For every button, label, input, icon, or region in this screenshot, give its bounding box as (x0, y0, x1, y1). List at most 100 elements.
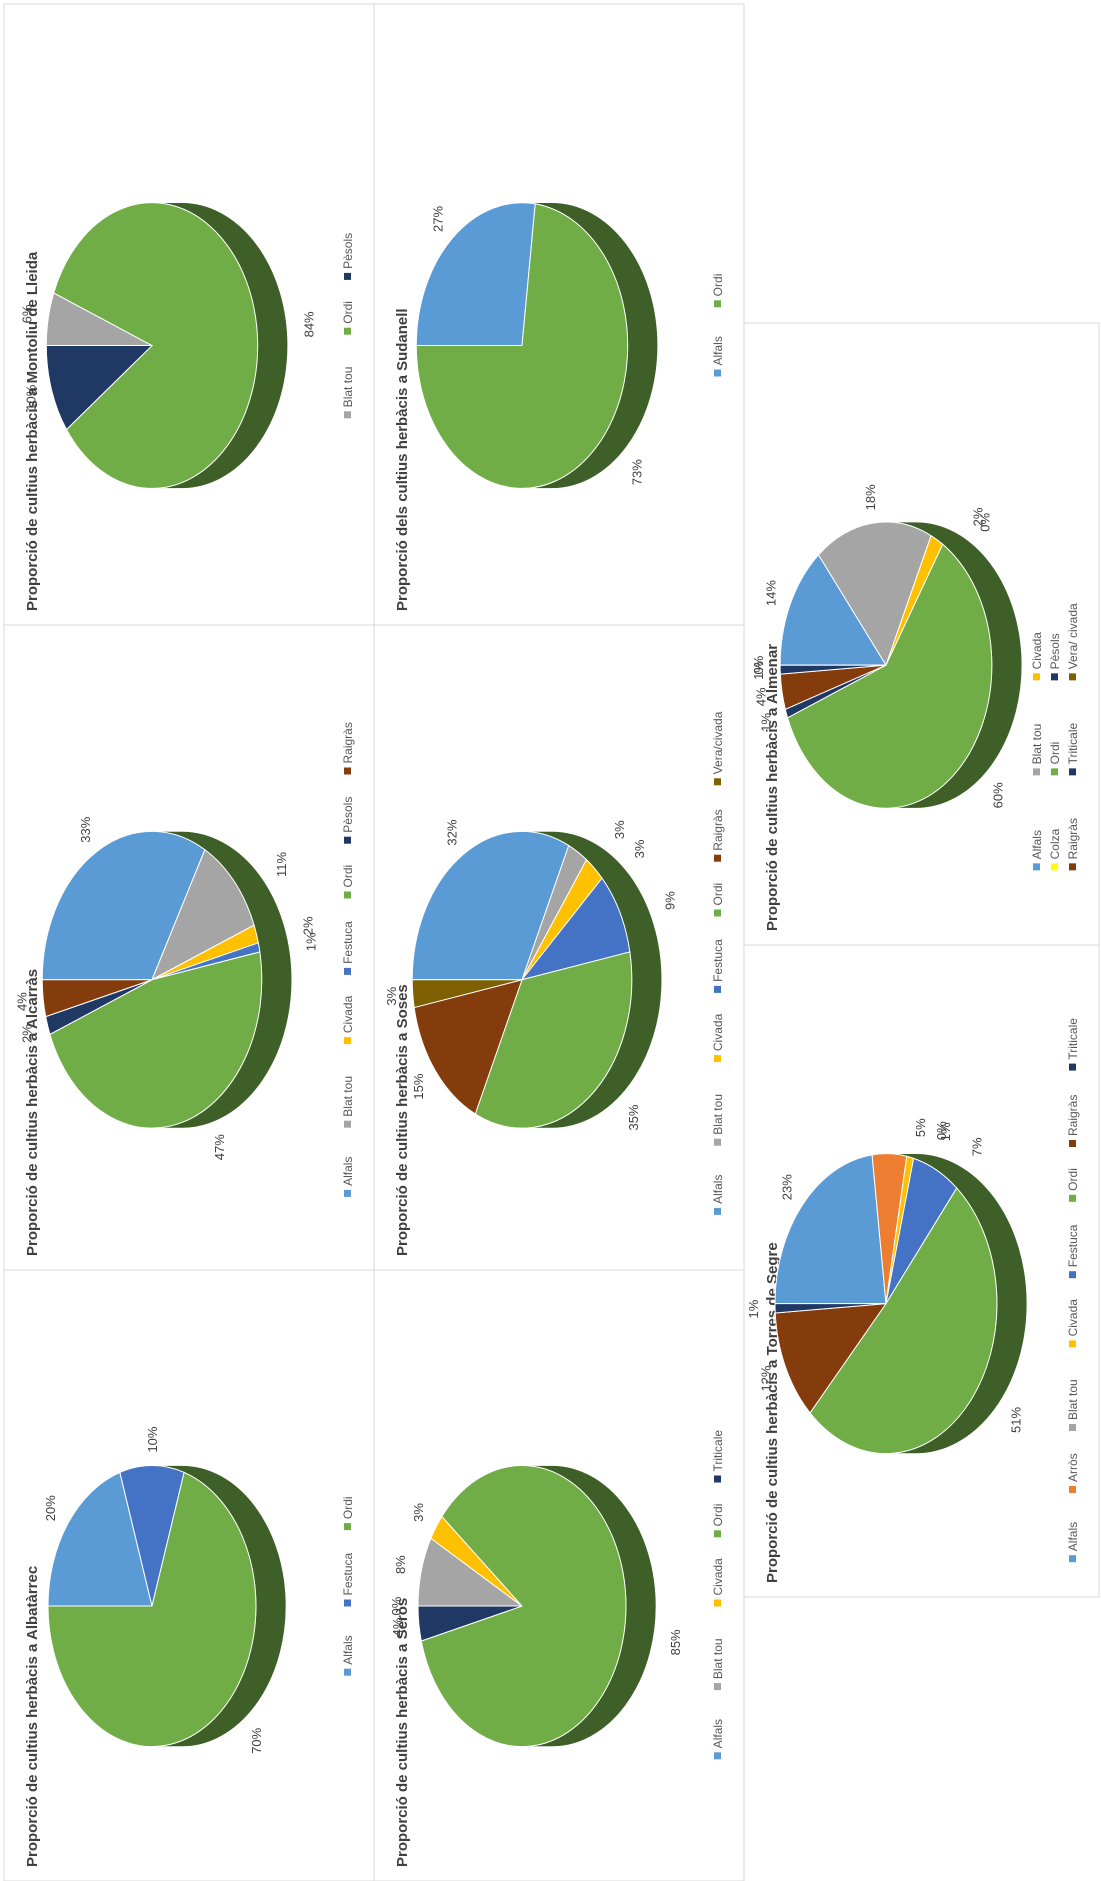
pie-data-label-alfals: 14% (763, 580, 778, 606)
pie-data-label-alfals: 33% (78, 816, 93, 842)
pie-data-label-civada: 2% (971, 507, 986, 526)
legend-label-alfals: Alfals (711, 1719, 725, 1748)
legend-label-triticale: Triticale (1066, 1018, 1080, 1060)
pie-slice-alfals (774, 1154, 887, 1305)
chart-legend: Alfals Arròs Blat tou Civada Festuca Ordi Raig… (1066, 1018, 1080, 1563)
pie-slice-alfals (41, 830, 206, 981)
legend-label-ordi: Ordi (711, 1504, 725, 1527)
legend-swatch-pesols (344, 836, 351, 844)
pie-data-label-ordi: 84% (302, 311, 317, 337)
legend-label-vera-civada: Vera/civada (711, 711, 725, 774)
legend-swatch-pesols (344, 272, 351, 280)
chart-panel-montoliu: Proporció de cultius herbàcis a Montoliu… (3, 3, 375, 626)
pie-slice-ordi (47, 1471, 257, 1747)
legend-label-festuca: Festuca (1066, 1224, 1080, 1267)
pie-data-label-pesols: 10% (24, 384, 39, 410)
legend-swatch-alfals (714, 369, 721, 377)
chart-title: Proporció dels cultius herbàcis a Sudane… (394, 308, 411, 611)
pie-data-label-blat-tou: 3% (612, 820, 627, 839)
legend-swatch-raigras (1069, 863, 1076, 871)
legend-label-alfals: Alfals (341, 1635, 355, 1664)
legend-label-ordi: Ordi (341, 1496, 355, 1519)
legend-label-raigras: Raigràs (341, 722, 355, 763)
legend-label-vera-civada: Vera/ civada (1066, 603, 1080, 669)
chart-panel-albatarrec: Proporció de cultius herbàcis a Albatàrr… (3, 1269, 375, 1881)
pie-slice-alfals (415, 202, 536, 347)
legend-label-colza: Colza (1048, 828, 1062, 859)
legend-swatch-ordi (714, 300, 721, 308)
legend-swatch-ordi (714, 909, 721, 917)
pie-data-label-blat-tou: 0% (934, 1121, 949, 1140)
pie-slice-ordi (809, 1187, 998, 1455)
legend-label-alfals: Alfals (1030, 830, 1044, 859)
chart-title: Proporció de cultius herbàcis a Montoliu… (24, 251, 41, 611)
legend-swatch-festuca (1069, 1271, 1076, 1279)
chart-legend: Alfals Blat tou Civada Ordi Triticale (711, 1430, 725, 1760)
chart-title: Proporció de cultius herbàcis a Soses (394, 984, 411, 1256)
legend-swatch-festuca (714, 985, 721, 993)
legend-label-alfals: Alfals (1066, 1522, 1080, 1551)
pie-slice-blat-tou (151, 848, 255, 981)
chart-panel-torres: Proporció de cultius herbàcis a Torres d… (743, 944, 1100, 1598)
legend-label-pesols: Pèsols (341, 797, 355, 833)
pie-data-label-blat-tou: 6% (20, 304, 35, 323)
pie-slice-raigras (413, 979, 523, 1115)
legend-swatch-pesols (1051, 673, 1058, 681)
legend-label-pesols: Pèsols (341, 233, 355, 269)
legend-swatch-civada (714, 1599, 721, 1607)
pie-data-label-civada: 3% (632, 839, 647, 858)
legend-label-ordi: Ordi (341, 301, 355, 324)
pie-data-label-alfals: 27% (431, 205, 446, 231)
pie-data-label-blat-tou: 11% (274, 851, 289, 876)
legend-label-ordi: Ordi (711, 883, 725, 906)
pie-slice-ordi (420, 1465, 627, 1748)
pie-slice-blat-tou (817, 521, 932, 667)
legend-swatch-ordi (714, 1530, 721, 1538)
pie-slice-festuca (520, 877, 631, 981)
chart-panel-alcarras: Proporció de cultius herbàcis a Alcarràs… (3, 624, 375, 1271)
pie-data-label-triticale: 1% (751, 661, 766, 680)
pie-slice-triticale (417, 1605, 523, 1642)
legend-label-raigras: Raigràs (1066, 818, 1080, 859)
legend-swatch-ordi (344, 1523, 351, 1531)
chart-title: Proporció de cultius herbàcis a Almenar (764, 644, 781, 931)
pie-data-label-alfals: 32% (444, 819, 459, 845)
legend-swatch-festuca (344, 1599, 351, 1607)
legend-swatch-arros (1069, 1486, 1076, 1493)
legend-label-alfals: Alfals (711, 336, 725, 365)
legend-label-blat-tou: Blat tou (711, 1094, 725, 1135)
chart-legend: Alfals Ordi (711, 274, 725, 377)
pie-slice-raigras (774, 1303, 888, 1414)
pie-data-label-alfals: 20% (43, 1495, 58, 1521)
legend-swatch-raigras (344, 767, 351, 775)
legend-swatch-alfals (344, 1668, 351, 1676)
legend-label-blat-tou: Blat tou (341, 1076, 355, 1117)
legend-label-festuca: Festuca (711, 939, 725, 982)
legend-swatch-civada (344, 1037, 351, 1045)
pie-data-label-raigras: 15% (411, 1073, 426, 1099)
legend-label-civada: Civada (1066, 1299, 1080, 1337)
pie-slice-ordi (53, 202, 259, 489)
legend-label-triticale: Triticale (1066, 722, 1080, 764)
pie-data-label-festuca: 10% (145, 1426, 160, 1452)
chart-legend: Alfals Blat tou Civada Colza Ordi Pèsols Raigr… (1030, 603, 1080, 871)
legend-label-ordi: Ordi (711, 274, 725, 297)
legend-swatch-blat-tou (1033, 768, 1040, 776)
legend-swatch-alfals (1069, 1555, 1076, 1563)
pie-slice-ordi (49, 951, 263, 1129)
pie-slice-pesols (45, 345, 154, 431)
pie-data-label-ordi: 47% (212, 1134, 227, 1160)
pie-data-label-ordi: 35% (626, 1104, 641, 1130)
legend-swatch-blat-tou (714, 1138, 721, 1146)
legend-label-blat-tou: Blat tou (1066, 1379, 1080, 1420)
legend-swatch-ordi (1069, 1194, 1076, 1202)
pie-data-label-triticale: 1% (746, 1299, 761, 1318)
legend-swatch-blat-tou (1069, 1424, 1076, 1431)
pie-slice-ordi (786, 543, 993, 809)
pie-data-label-civada: 2% (300, 916, 315, 935)
legend-label-triticale: Triticale (711, 1430, 725, 1472)
pie-slice-alfals (411, 830, 570, 981)
legend-label-alfals: Alfals (341, 1157, 355, 1186)
legend-swatch-civada (714, 1055, 721, 1063)
